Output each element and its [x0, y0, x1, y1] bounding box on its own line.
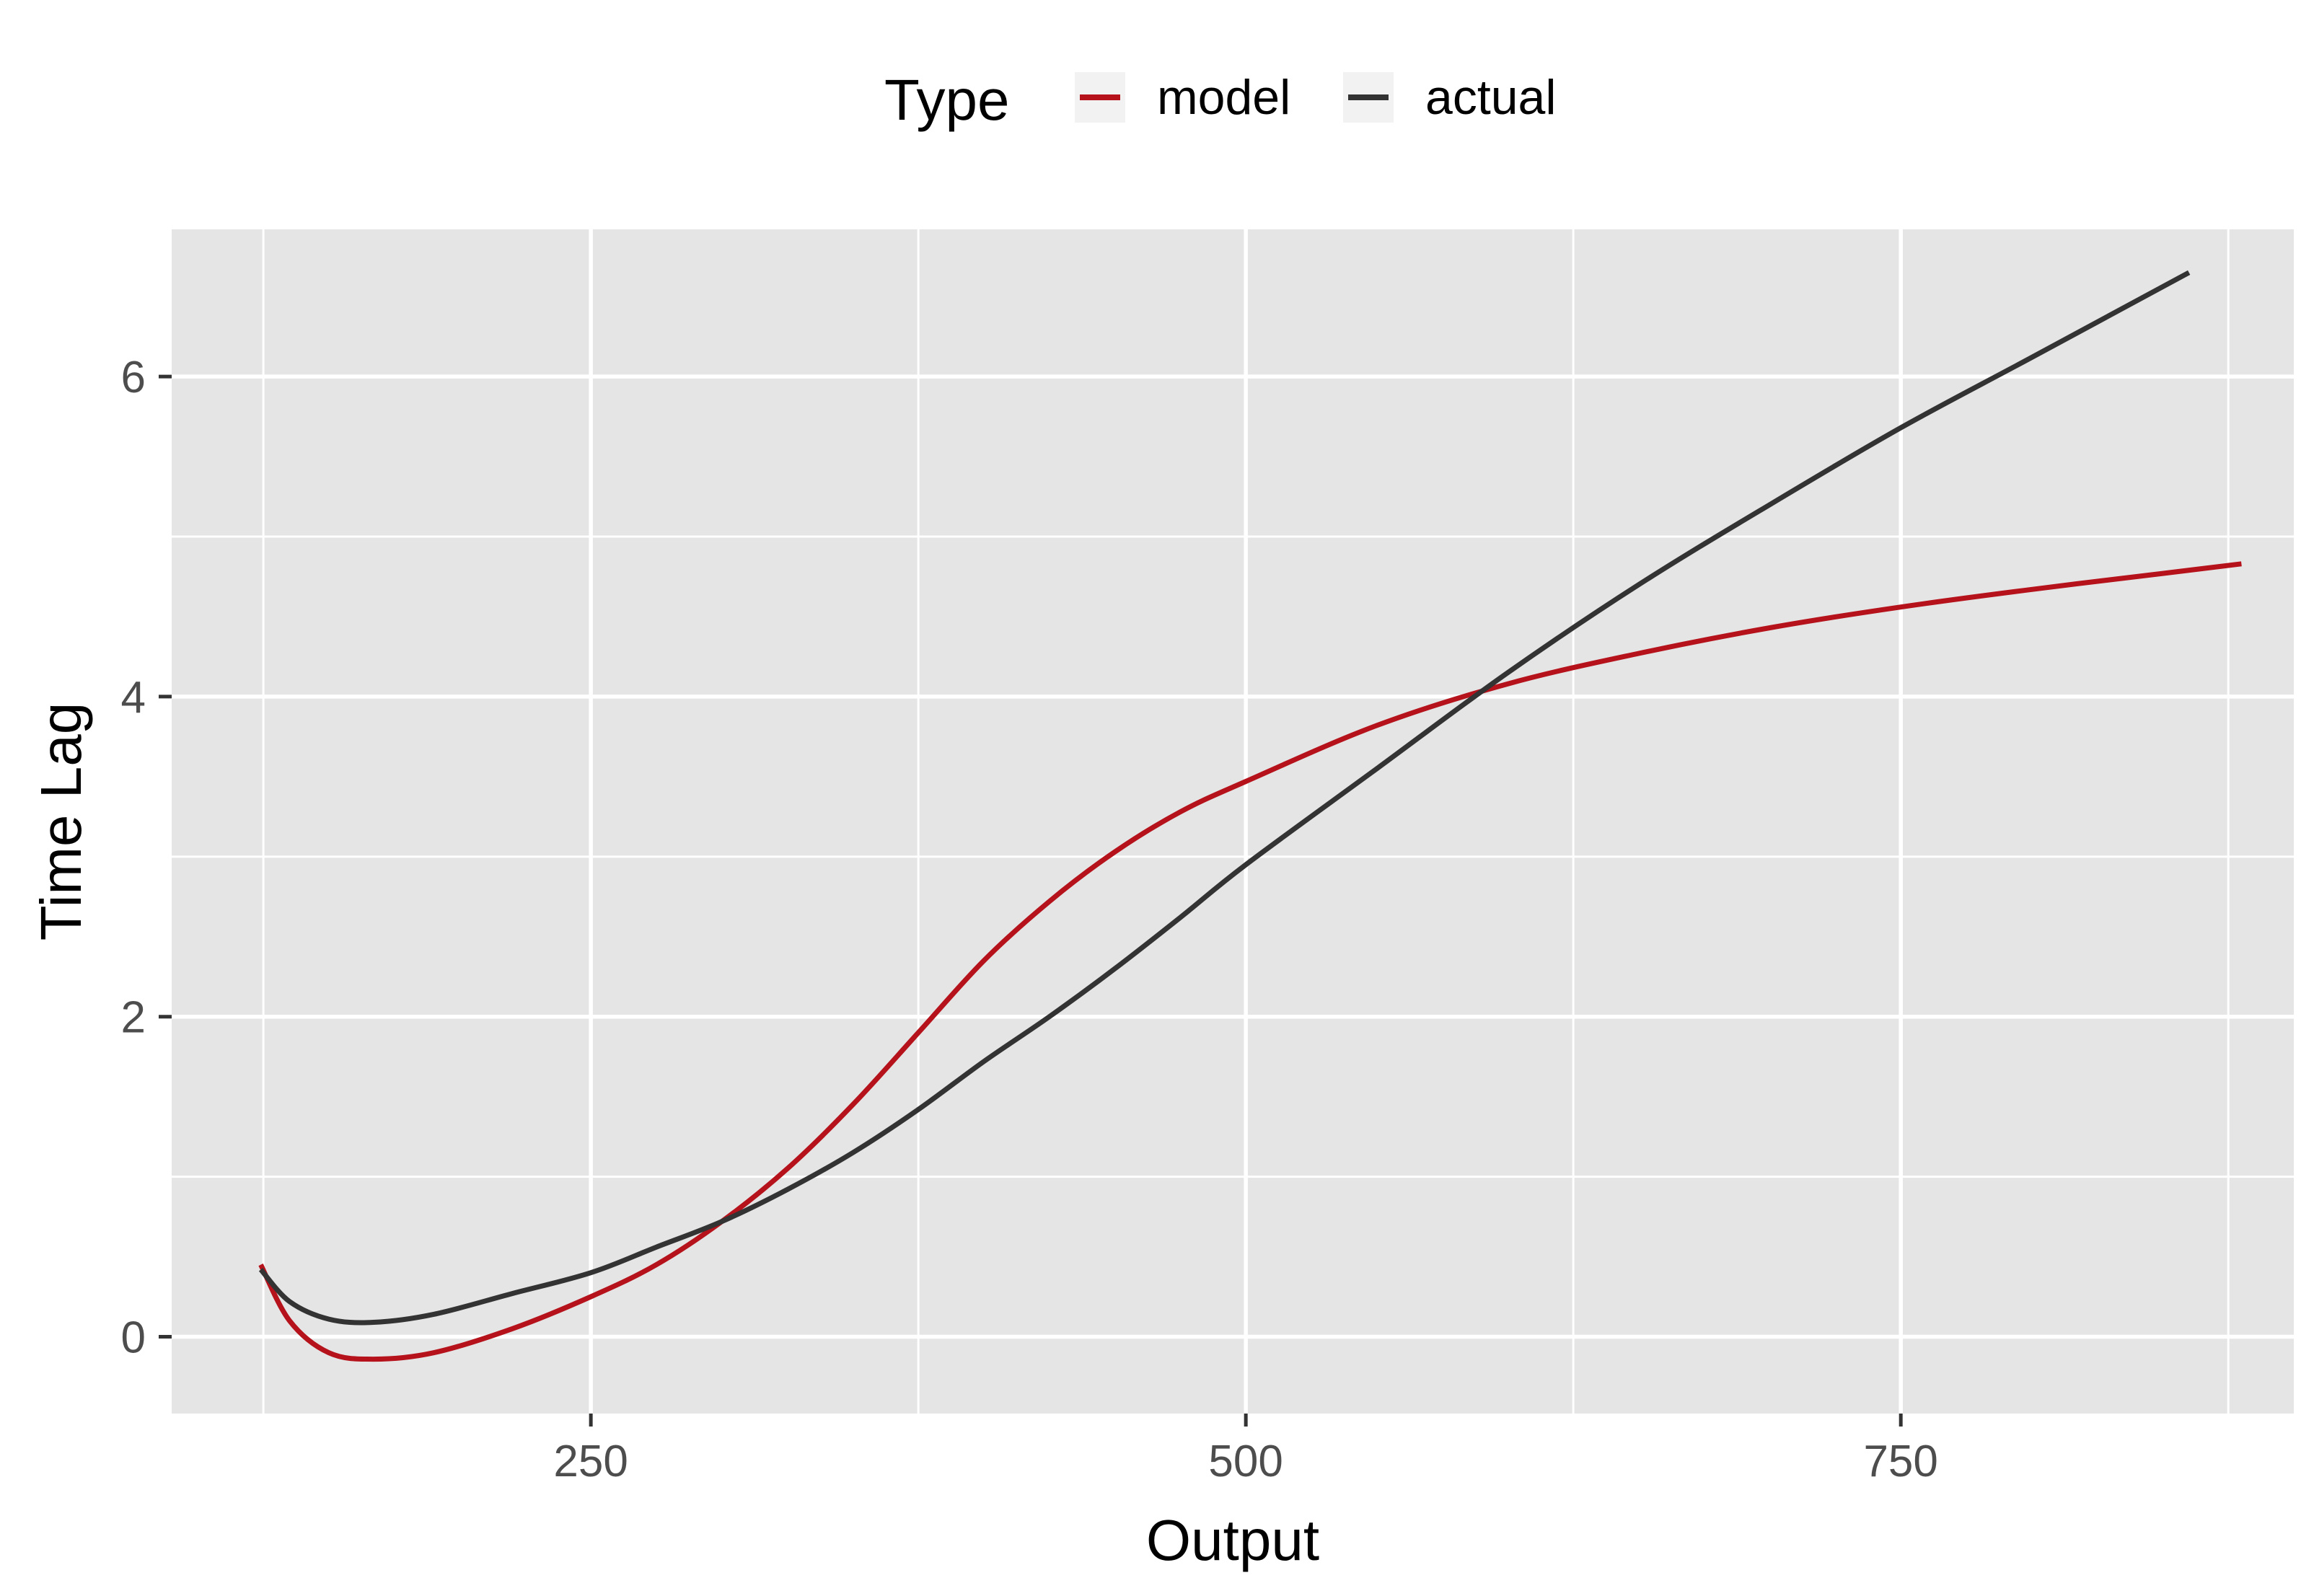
- x-tick-label: 750: [1863, 1437, 1937, 1486]
- y-tick-label: 6: [121, 353, 146, 402]
- y-tick-label: 0: [121, 1313, 146, 1362]
- legend-label-actual: actual: [1425, 70, 1556, 125]
- legend-title: Type: [884, 68, 1009, 132]
- y-axis-title: Time Lag: [29, 702, 93, 941]
- minor-gridlines: [172, 229, 2294, 1414]
- x-tick-label: 500: [1208, 1437, 1283, 1486]
- plot-panel: [172, 229, 2294, 1414]
- series-line-model: [258, 561, 2242, 1362]
- major-gridlines: [172, 229, 2294, 1414]
- y-tick-label: 2: [121, 993, 146, 1043]
- legend-label-model: model: [1157, 70, 1290, 125]
- axes: 250 500 750 0 2 4 6: [121, 353, 1938, 1486]
- series-line-actual: [258, 270, 2191, 1326]
- legend-entries: model actual: [1075, 70, 1556, 125]
- y-tick-label: 4: [121, 673, 146, 723]
- legend: Type model actual: [884, 68, 1556, 132]
- x-tick-label: 250: [553, 1437, 628, 1486]
- x-axis-title: Output: [1146, 1508, 1319, 1572]
- series-layer: [258, 270, 2242, 1362]
